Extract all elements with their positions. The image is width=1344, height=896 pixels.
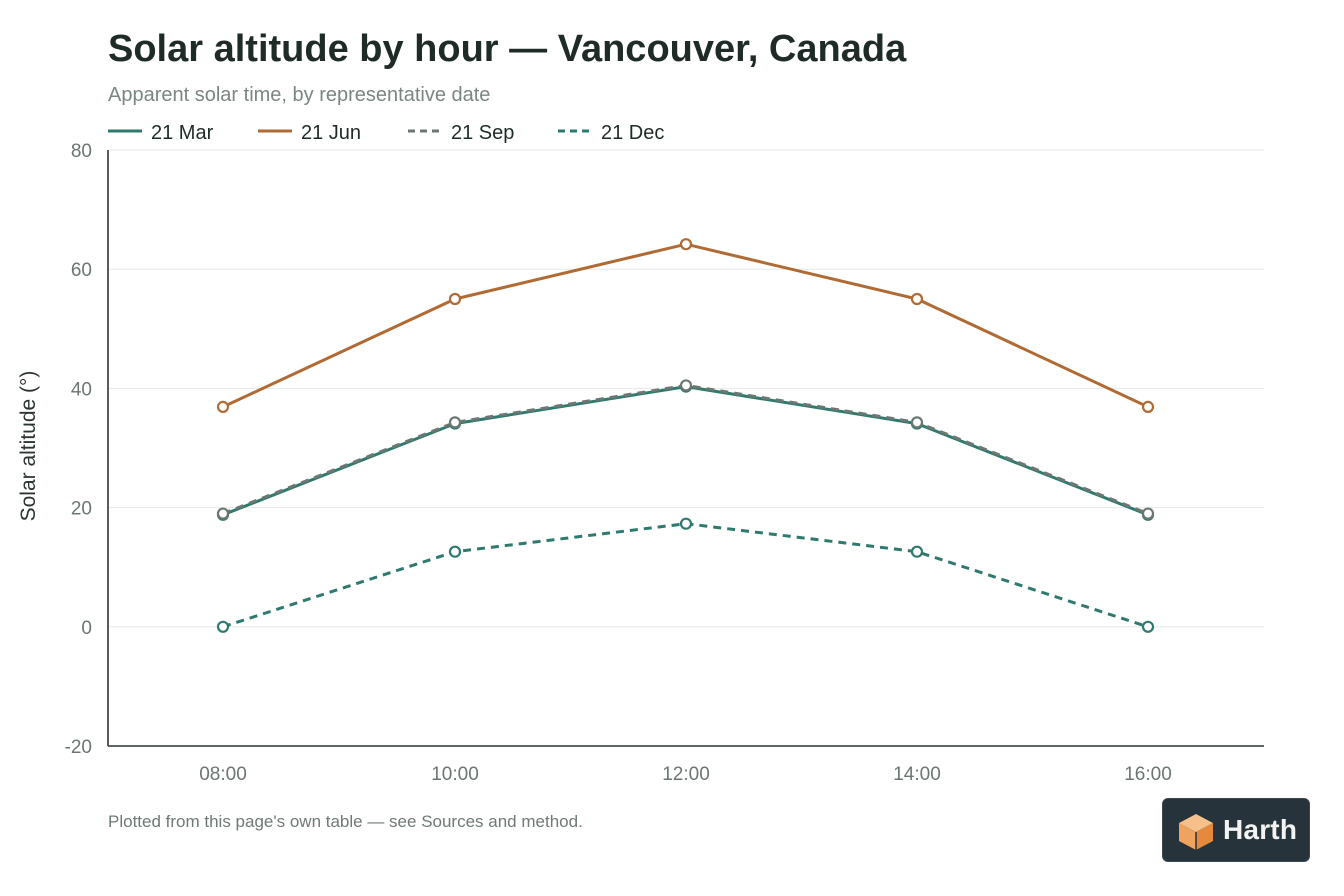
data-point bbox=[1141, 400, 1155, 413]
x-tick-label: 08:00 bbox=[199, 764, 247, 785]
line-chart: -20 0 20 40 60 80 08:00 10:00 12:00 14:00 16:00 Sol… bbox=[17, 122, 1264, 785]
chart-title: Solar altitude by hour — Vancouver, Cana… bbox=[108, 28, 907, 70]
y-tick-label: 20 bbox=[71, 499, 92, 520]
box-icon bbox=[1179, 814, 1213, 850]
legend-label: 21 Sep bbox=[451, 122, 514, 144]
data-point bbox=[679, 379, 693, 392]
legend-item: 21 Dec bbox=[558, 122, 664, 144]
y-tick-label: 0 bbox=[81, 618, 92, 639]
series-line-21-sep bbox=[222, 383, 1149, 515]
data-point bbox=[216, 620, 230, 633]
data-point bbox=[910, 545, 924, 558]
data-point bbox=[216, 507, 230, 520]
data-point bbox=[910, 416, 924, 429]
data-point bbox=[448, 292, 462, 306]
legend-item: 21 Mar bbox=[108, 122, 214, 144]
data-point bbox=[1141, 507, 1155, 520]
footnote: Plotted from this page's own table — see… bbox=[108, 812, 583, 831]
data-point bbox=[679, 517, 693, 530]
series-line-21-mar bbox=[222, 385, 1149, 517]
y-tick-label: -20 bbox=[65, 737, 92, 758]
legend-item: 21 Jun bbox=[258, 122, 361, 144]
x-tick-label: 10:00 bbox=[431, 764, 479, 785]
harth-logo: Harth bbox=[1162, 798, 1310, 862]
data-point bbox=[910, 292, 924, 306]
legend-label: 21 Jun bbox=[301, 122, 361, 144]
y-axis-label: Solar altitude (°) bbox=[17, 371, 40, 522]
y-tick-label: 60 bbox=[71, 260, 92, 281]
series-line-21-dec bbox=[222, 522, 1149, 629]
y-tick-label: 40 bbox=[71, 379, 92, 400]
y-tick-label: 80 bbox=[71, 141, 92, 162]
x-tick-label: 14:00 bbox=[893, 764, 941, 785]
x-tick-label: 12:00 bbox=[662, 764, 710, 785]
chart-subtitle: Apparent solar time, by representative d… bbox=[108, 84, 491, 106]
legend-label: 21 Mar bbox=[151, 122, 214, 144]
data-point bbox=[448, 545, 462, 558]
x-tick-label: 16:00 bbox=[1124, 764, 1172, 785]
legend-item: 21 Sep bbox=[408, 122, 514, 144]
data-point bbox=[448, 416, 462, 429]
legend-label: 21 Dec bbox=[601, 122, 664, 144]
data-point bbox=[1141, 620, 1155, 633]
data-point bbox=[679, 238, 693, 251]
logo-text: Harth bbox=[1223, 814, 1298, 845]
data-point bbox=[216, 400, 230, 413]
